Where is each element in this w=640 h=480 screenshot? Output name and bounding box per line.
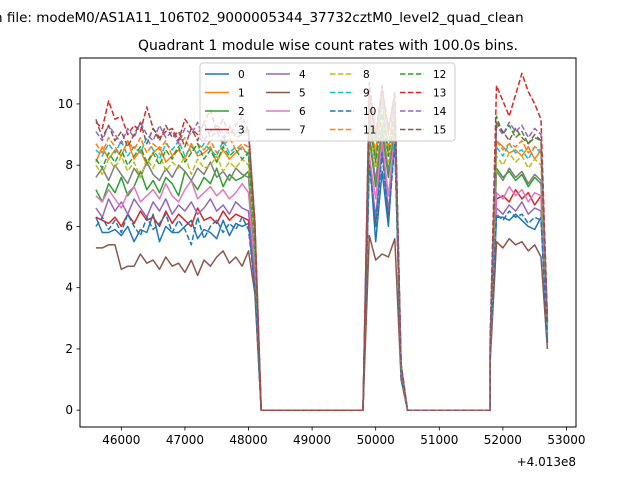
series-line-2 [95, 124, 549, 411]
legend-label-13: 13 [433, 88, 446, 100]
series-line-5 [95, 234, 549, 411]
legend-box [199, 62, 456, 142]
legend-label-14: 14 [433, 106, 447, 118]
series-line-11 [95, 93, 549, 411]
legend-label-10: 10 [363, 106, 376, 118]
y-tick-label: 2 [65, 342, 73, 356]
x-tick-label: 47000 [166, 433, 204, 447]
series-line-9 [95, 103, 549, 411]
x-offset-label: +4.013e8 [517, 455, 576, 469]
legend-label-7: 7 [299, 125, 306, 137]
x-tick-label: 50000 [357, 433, 395, 447]
legend-label-3: 3 [238, 125, 245, 137]
legend-label-5: 5 [299, 88, 306, 100]
legend-label-12: 12 [433, 69, 446, 81]
legend-label-8: 8 [363, 69, 370, 81]
series-line-7 [95, 121, 549, 411]
x-tick-label: 49000 [293, 433, 331, 447]
legend-label-15: 15 [433, 125, 446, 137]
plot-area: 46000 47000 48000 49000 50000 51000 52000 53000… [58, 62, 586, 447]
series-line-8 [95, 115, 549, 411]
legend-label-2: 2 [238, 106, 245, 118]
y-tick-label: 6 [65, 219, 73, 233]
x-tick-label: 46000 [102, 433, 140, 447]
y-tick-label: 4 [65, 281, 73, 295]
legend-label-4: 4 [299, 69, 306, 81]
legend-label-9: 9 [363, 88, 370, 100]
series-line-3 [95, 133, 549, 411]
series-line-6 [95, 133, 549, 411]
y-tick-label: 0 [65, 403, 73, 417]
x-tick-label: 48000 [229, 433, 267, 447]
x-tick-label: 52000 [484, 433, 522, 447]
y-tick-label: 10 [58, 97, 73, 111]
legend-label-6: 6 [299, 106, 306, 118]
figure-suptitle: n file: modeM0/AS1A11_106T02_9000005344_… [0, 10, 524, 26]
legend-label-11: 11 [363, 125, 376, 137]
axes-frame [79, 57, 577, 428]
x-tick-label: 53000 [547, 433, 585, 447]
legend-label-1: 1 [238, 88, 245, 100]
legend-label-0: 0 [238, 69, 245, 81]
series-line-0 [95, 127, 549, 411]
chart-title: Quadrant 1 module wise count rates with … [138, 38, 518, 54]
series-line-15 [95, 87, 549, 411]
y-tick-label: 8 [65, 158, 73, 172]
x-tick-label: 51000 [420, 433, 458, 447]
